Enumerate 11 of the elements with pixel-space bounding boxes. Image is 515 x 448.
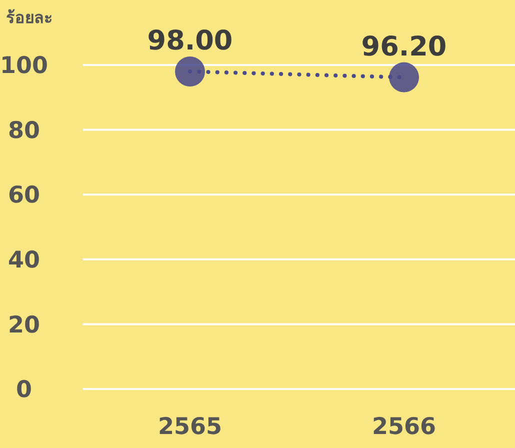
y-tick-label: 100 — [0, 53, 48, 80]
x-tick-label: 2566 — [372, 414, 436, 440]
y-tick-label: 80 — [8, 118, 40, 144]
x-tick-label: 2565 — [158, 414, 222, 440]
y-tick-label: 60 — [8, 182, 40, 209]
text: 98.00 — [147, 25, 233, 56]
y-tick-label: 20 — [8, 312, 40, 338]
y-tick-label: 40 — [8, 247, 40, 274]
text: 96.20 — [361, 31, 447, 62]
y-tick-label: 0 — [16, 377, 32, 404]
y-axis-title: ร้อยละ — [6, 8, 53, 27]
